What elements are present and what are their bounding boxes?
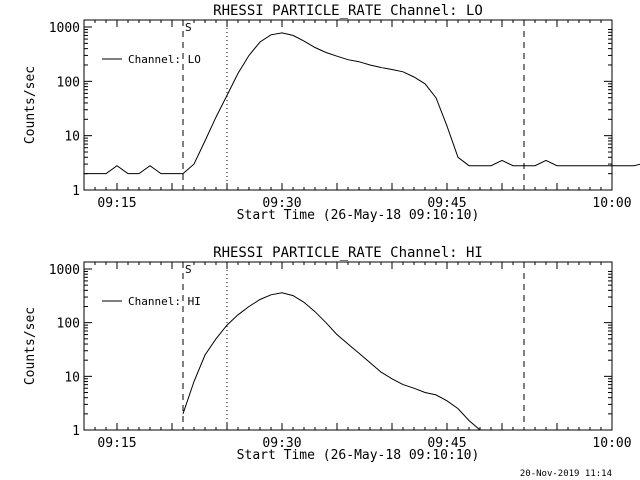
chart-panel-2: RHESSI PARTICLE_RATE Channel: HI 1 10 100 10… [23, 245, 632, 463]
chart-title: RHESSI PARTICLE_RATE Channel: LO [213, 3, 483, 19]
x-axis-label: Start Time (26-May-18 09:10:10) [237, 208, 480, 223]
y-tick-label: 10 [64, 130, 80, 145]
series-line [182, 292, 481, 431]
y-tick-label: 100 [57, 75, 80, 90]
y-tick-label: 1000 [49, 263, 80, 278]
y-axis-label: Counts/sec [23, 307, 38, 385]
y-tick-label: 1 [72, 184, 80, 199]
x-tick-label: 09:30 [262, 196, 301, 211]
x-tick-label: 09:15 [97, 196, 136, 211]
y-tick-label: 1 [72, 424, 80, 439]
footer-timestamp: 20-Nov-2019 11:14 [520, 469, 612, 479]
plot-frame [83, 261, 613, 431]
x-tick-label: 10:00 [592, 196, 631, 211]
y-tick-label: 10 [64, 370, 80, 385]
y-axis-label: Counts/sec [23, 66, 38, 144]
x-tick-label: 09:45 [427, 436, 466, 451]
y-tick-label: 100 [57, 317, 80, 332]
y-tick-label: 1000 [49, 21, 80, 36]
series-line [84, 32, 640, 175]
x-axis-label: Start Time (26-May-18 09:10:10) [237, 448, 480, 463]
start-marker-label: S [185, 21, 192, 34]
start-marker-label: S [185, 263, 192, 276]
x-tick-label: 10:00 [592, 436, 631, 451]
x-tick-label: 09:45 [427, 196, 466, 211]
legend-label: Channel: HI [128, 295, 201, 308]
chart-panel-1: RHESSI PARTICLE_RATE Channel: LO 1 10 100 10… [23, 3, 640, 223]
legend-label: Channel: LO [128, 53, 201, 66]
x-tick-label: 09:15 [97, 436, 136, 451]
chart-title: RHESSI PARTICLE_RATE Channel: HI [213, 245, 483, 261]
x-tick-label: 09:30 [262, 436, 301, 451]
plot-frame [83, 19, 613, 191]
